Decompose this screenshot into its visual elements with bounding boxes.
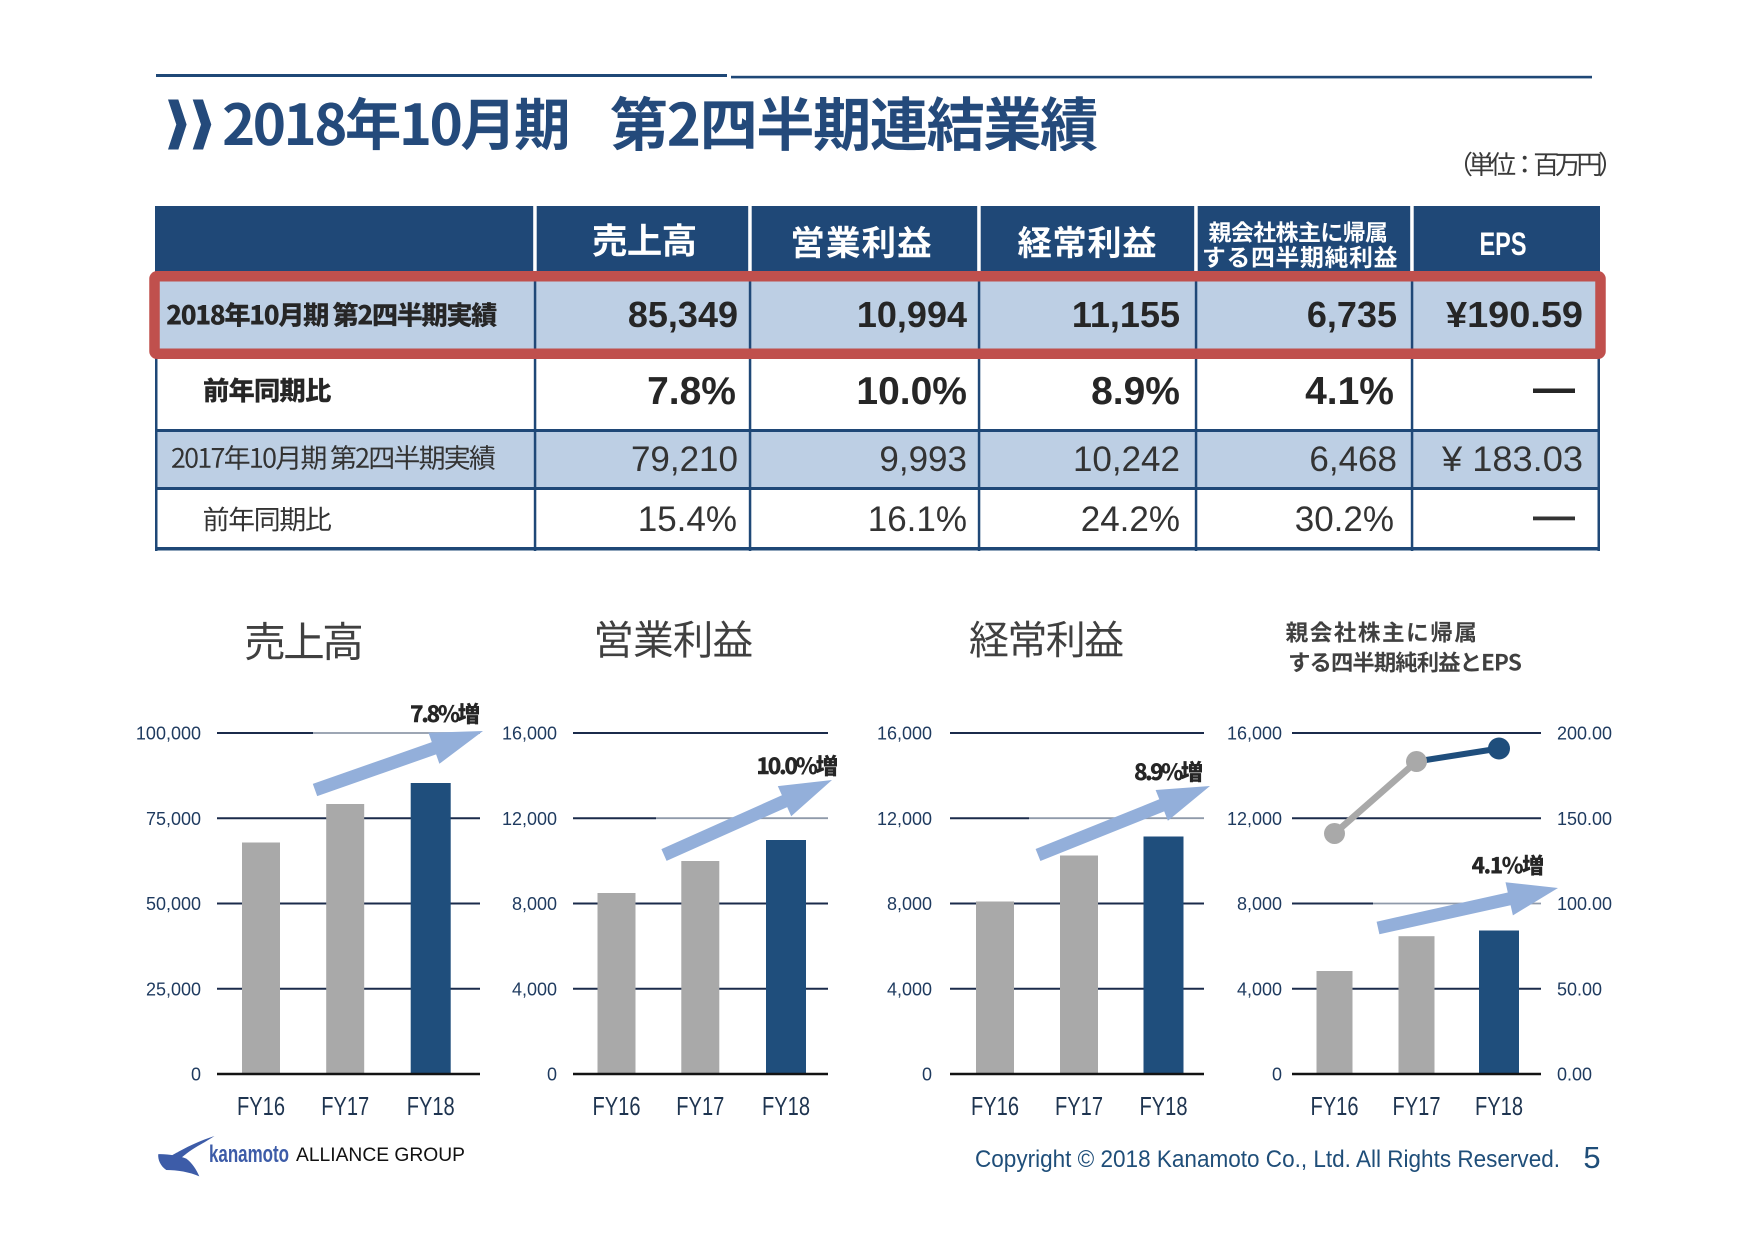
svg-text:8,000: 8,000 [1237, 894, 1282, 914]
svg-text:5: 5 [1583, 1140, 1600, 1175]
svg-text:16.1%: 16.1% [868, 500, 967, 539]
svg-text:12,000: 12,000 [502, 809, 557, 829]
svg-text:25,000: 25,000 [146, 979, 201, 999]
svg-text:15.4%: 15.4% [638, 500, 737, 539]
svg-text:FY18: FY18 [407, 1091, 455, 1121]
svg-text:0: 0 [191, 1065, 201, 1085]
svg-text:12,000: 12,000 [1227, 809, 1282, 829]
svg-text:7.8%: 7.8% [647, 370, 736, 413]
svg-text:0: 0 [922, 1065, 932, 1085]
svg-text:100,000: 100,000 [136, 724, 201, 744]
svg-text:FY17: FY17 [321, 1091, 369, 1121]
svg-text:85,349: 85,349 [628, 294, 738, 335]
svg-text:16,000: 16,000 [502, 724, 557, 744]
svg-text:FY17: FY17 [676, 1091, 724, 1121]
svg-text:0.00: 0.00 [1557, 1065, 1592, 1085]
svg-text:200.00: 200.00 [1557, 724, 1612, 744]
svg-text:4.1%: 4.1% [1305, 370, 1394, 413]
svg-text:ALLIANCE GROUP: ALLIANCE GROUP [296, 1144, 465, 1166]
svg-text:FY18: FY18 [1140, 1091, 1188, 1121]
svg-text:16,000: 16,000 [877, 724, 932, 744]
svg-text:FY16: FY16 [971, 1091, 1019, 1121]
svg-text:6,735: 6,735 [1307, 294, 1397, 335]
svg-text:150.00: 150.00 [1557, 809, 1612, 829]
svg-text:11,155: 11,155 [1072, 294, 1180, 335]
svg-text:10,994: 10,994 [857, 294, 967, 335]
svg-text:50.00: 50.00 [1557, 979, 1602, 999]
svg-text:8,000: 8,000 [512, 894, 557, 914]
svg-text:79,210: 79,210 [631, 440, 738, 479]
svg-text:75,000: 75,000 [146, 809, 201, 829]
svg-text:4,000: 4,000 [1237, 979, 1282, 999]
svg-text:8.9%: 8.9% [1091, 370, 1180, 413]
svg-text:¥190.59: ¥190.59 [1446, 294, 1583, 335]
svg-text:10,242: 10,242 [1073, 440, 1180, 479]
svg-text:FY17: FY17 [1055, 1091, 1103, 1121]
svg-text:0: 0 [1272, 1065, 1282, 1085]
svg-text:FY16: FY16 [593, 1091, 641, 1121]
svg-text:10.0%: 10.0% [856, 370, 967, 413]
svg-text:50,000: 50,000 [146, 894, 201, 914]
svg-text:FY16: FY16 [1311, 1091, 1359, 1121]
svg-text:FY16: FY16 [237, 1091, 285, 1121]
svg-text:12,000: 12,000 [877, 809, 932, 829]
svg-text:kanamoto: kanamoto [209, 1141, 289, 1168]
svg-text:EPS: EPS [1480, 226, 1527, 262]
svg-text:FY18: FY18 [1475, 1091, 1523, 1121]
svg-text:30.2%: 30.2% [1295, 500, 1394, 539]
svg-text:0: 0 [547, 1065, 557, 1085]
svg-text:8,000: 8,000 [887, 894, 932, 914]
svg-text:FY18: FY18 [762, 1091, 810, 1121]
svg-text:Copyright © 2018 Kanamoto Co.,: Copyright © 2018 Kanamoto Co., Ltd. All … [975, 1146, 1560, 1173]
svg-text:16,000: 16,000 [1227, 724, 1282, 744]
svg-text:4,000: 4,000 [887, 979, 932, 999]
svg-text:6,468: 6,468 [1309, 440, 1397, 479]
svg-text:4,000: 4,000 [512, 979, 557, 999]
svg-text:FY17: FY17 [1393, 1091, 1441, 1121]
svg-text:100.00: 100.00 [1557, 894, 1612, 914]
svg-text:9,993: 9,993 [879, 440, 967, 479]
svg-text:24.2%: 24.2% [1081, 500, 1180, 539]
svg-text:¥ 183.03: ¥ 183.03 [1441, 440, 1583, 479]
